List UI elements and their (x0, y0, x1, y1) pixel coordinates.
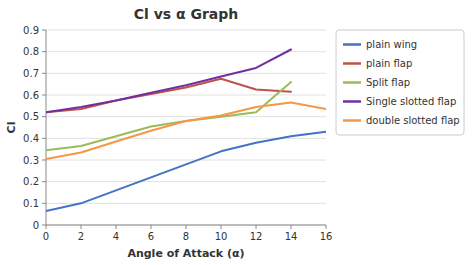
x-tick (221, 225, 222, 229)
grid (46, 30, 326, 225)
grid-line (46, 30, 326, 31)
legend-label: Single slotted flap (366, 96, 456, 107)
grid-line (46, 203, 326, 204)
grid-line (46, 116, 326, 117)
y-axis-label: Cl (5, 122, 18, 134)
series-line (46, 50, 291, 113)
title: Cl vs α Graph (134, 6, 239, 22)
y-tick-label: 0.6 (23, 90, 39, 101)
series-group (46, 50, 326, 211)
x-tick (256, 225, 257, 229)
legend-swatch (343, 43, 361, 46)
x-tick (81, 225, 82, 229)
legend-swatch (343, 81, 361, 84)
x-tick-label: 16 (320, 231, 333, 242)
legend-box (336, 30, 464, 135)
legend-label: plain wing (366, 39, 417, 50)
legend-swatch (343, 100, 361, 103)
y-tick (42, 95, 46, 96)
series-line (46, 82, 291, 150)
y-tick (42, 138, 46, 139)
y-tick (42, 225, 46, 226)
y-tick-label: 0 (33, 220, 39, 231)
x-axis-line (46, 225, 326, 226)
legend-swatch (343, 119, 361, 122)
axes: 0 0.1 0.2 0.3 0.4 0.5 0.6 0.7 0.8 0.9 0 2 4 6 8 10 12 14 1… (23, 25, 332, 243)
x-tick-label: 12 (250, 231, 263, 242)
legend: plain wing plain flap Split flap Single slo… (336, 30, 464, 135)
y-tick-label: 0.2 (23, 176, 39, 187)
y-axis-line (46, 30, 47, 225)
legend-swatch (343, 62, 361, 65)
y-tick (42, 160, 46, 161)
x-tick-label: 6 (148, 231, 154, 242)
x-tick (291, 225, 292, 229)
series-line (46, 103, 326, 159)
y-tick-label: 0.3 (23, 155, 39, 166)
x-tick-label: 8 (183, 231, 189, 242)
grid-line (46, 51, 326, 52)
x-tick (326, 225, 327, 229)
grid-line (46, 95, 326, 96)
y-tick-label: 0.9 (23, 25, 39, 36)
y-tick-label: 0.1 (23, 198, 39, 209)
x-tick (46, 225, 47, 229)
grid-line (46, 73, 326, 74)
x-tick-label: 0 (43, 231, 49, 242)
x-tick-label: 10 (215, 231, 228, 242)
x-tick (186, 225, 187, 229)
y-tick (42, 51, 46, 52)
legend-label: plain flap (366, 58, 412, 69)
x-tick (116, 225, 117, 229)
y-tick (42, 73, 46, 74)
y-tick (42, 30, 46, 31)
grid-line (46, 225, 326, 226)
grid-line (46, 181, 326, 182)
y-tick-label: 0.5 (23, 111, 39, 122)
y-tick (42, 181, 46, 182)
y-tick (42, 116, 46, 117)
legend-label: Split flap (366, 77, 410, 88)
y-tick-label: 0.8 (23, 46, 39, 57)
x-tick-label: 2 (78, 231, 84, 242)
chart: Cl vs α Graph 0 0.1 0.2 0.3 0.4 0.5 0.6 0.7 0.8 0.… (0, 0, 474, 265)
y-tick-label: 0.7 (23, 68, 39, 79)
x-tick-label: 4 (113, 231, 119, 242)
grid-line (46, 160, 326, 161)
y-tick (42, 203, 46, 204)
x-axis-label: Angle of Attack (α) (127, 247, 244, 260)
x-tick-label: 14 (285, 231, 298, 242)
legend-label: double slotted flap (366, 115, 460, 126)
y-tick-label: 0.4 (23, 133, 39, 144)
x-tick (151, 225, 152, 229)
